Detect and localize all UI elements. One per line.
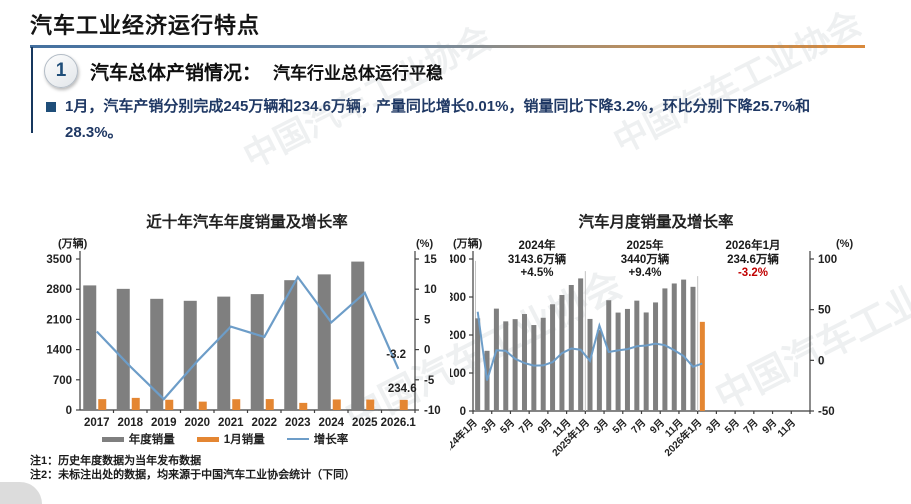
svg-text:0: 0 xyxy=(66,405,72,417)
svg-text:50: 50 xyxy=(818,305,831,317)
annotation-growth: +4.5% xyxy=(520,267,554,279)
footnote-1: 注1：历史年度数据为当年发布数据 xyxy=(30,455,202,467)
legend-item-january: 1月销量 xyxy=(196,431,265,447)
annotation-volume: 3143.6万辆 xyxy=(507,253,567,266)
svg-text:2018: 2018 xyxy=(117,417,143,429)
section-number-badge: 1 xyxy=(44,54,78,88)
svg-text:3月: 3月 xyxy=(591,417,610,436)
svg-text:2019: 2019 xyxy=(151,417,177,429)
title-divider xyxy=(30,45,865,48)
annual-series-swatch-icon xyxy=(101,436,124,442)
right-axis-unit: (%) xyxy=(416,238,433,250)
left-axis-unit: (万辆) xyxy=(58,236,88,250)
svg-text:2017: 2017 xyxy=(84,417,110,429)
annotation-volume: 234.6万辆 xyxy=(727,253,779,266)
bullet-square-icon xyxy=(46,102,56,112)
monthly-bars xyxy=(475,278,705,411)
january-end-label: 234.6 xyxy=(388,383,417,395)
svg-text:2021: 2021 xyxy=(218,417,244,429)
svg-text:7月: 7月 xyxy=(629,417,648,436)
svg-text:11月: 11月 xyxy=(775,417,798,440)
svg-text:5: 5 xyxy=(424,314,431,326)
svg-text:2024: 2024 xyxy=(318,417,344,429)
section-title: 汽车总体产销情况： xyxy=(90,62,262,84)
svg-text:3月: 3月 xyxy=(704,417,723,436)
svg-text:2025: 2025 xyxy=(352,417,378,429)
corner-decoration xyxy=(0,482,42,504)
monthly-chart-svg: 汽车月度销量及增长率 (万辆) (%) 400 300 200 100 0 100 50 0 -50 2… xyxy=(450,212,853,459)
growth-end-label: -3.2 xyxy=(386,349,406,361)
svg-text:100: 100 xyxy=(450,368,466,380)
footnote-2: 注2：未标注出处的数据，均来源于中国汽车工业协会统计（下同） xyxy=(30,469,356,481)
annual-chart-title: 近十年汽车年度销量及增长率 xyxy=(146,212,348,231)
page-title: 汽车工业经济运行特点 xyxy=(30,13,261,38)
svg-text:7月: 7月 xyxy=(741,417,760,436)
annotation-2024: 2024年 3143.6万辆 +4.5% xyxy=(489,240,585,281)
svg-text:0: 0 xyxy=(424,345,430,357)
annotation-2026: 2026年1月 234.6万辆 -3.2% xyxy=(705,240,801,281)
right-axis-unit: (%) xyxy=(836,238,853,250)
svg-text:15: 15 xyxy=(424,254,437,266)
svg-text:400: 400 xyxy=(450,254,466,266)
svg-text:2020: 2020 xyxy=(184,417,210,429)
footnotes: 注1：历史年度数据为当年发布数据 注2：未标注出处的数据，均来源于中国汽车工业协… xyxy=(30,454,355,482)
key-point-text: 1月，汽车产销分别完成245万辆和234.6万辆，产量同比增长0.01%，销量同… xyxy=(65,98,811,142)
svg-text:-10: -10 xyxy=(424,405,441,417)
corner-accent-line xyxy=(31,47,33,133)
key-point: 1月，汽车产销分别完成245万辆和234.6万辆，产量同比增长0.01%，销量同… xyxy=(46,94,864,147)
annotation-2025: 2025年 3440万辆 +9.4% xyxy=(597,240,693,281)
left-axis-unit: (万辆) xyxy=(453,236,483,250)
svg-text:200: 200 xyxy=(450,330,466,342)
svg-text:-50: -50 xyxy=(818,406,835,418)
annual-chart-legend: 年度销量 1月销量 增长率 xyxy=(60,431,390,447)
annotation-year: 2024年 xyxy=(518,240,556,252)
section-heading: 1 汽车总体产销情况： 汽车行业总体运行平稳 xyxy=(44,54,443,88)
legend-label: 1月销量 xyxy=(223,434,265,446)
svg-text:300: 300 xyxy=(450,292,466,304)
legend-item-growth: 增长率 xyxy=(286,431,349,447)
svg-text:5月: 5月 xyxy=(722,417,741,436)
svg-text:-5: -5 xyxy=(424,375,435,387)
svg-text:5月: 5月 xyxy=(610,417,629,436)
monthly-chart-title: 汽车月度销量及增长率 xyxy=(578,212,734,231)
annual-chart-svg: 近十年汽车年度销量及增长率 (万辆) (%) 3500 2800 2100 1400 700 0… xyxy=(46,212,441,429)
svg-text:2024年1月: 2024年1月 xyxy=(450,416,480,459)
svg-text:2022: 2022 xyxy=(251,417,277,429)
svg-text:2100: 2100 xyxy=(46,314,72,326)
svg-text:700: 700 xyxy=(53,375,72,387)
annotation-growth: +9.4% xyxy=(628,267,662,279)
annotation-year: 2026年1月 xyxy=(725,240,781,252)
svg-text:7月: 7月 xyxy=(516,417,535,436)
svg-text:3500: 3500 xyxy=(46,254,72,266)
svg-text:10: 10 xyxy=(424,284,437,296)
svg-text:5月: 5月 xyxy=(498,417,517,436)
growth-series-swatch-icon xyxy=(286,437,309,441)
svg-text:2023: 2023 xyxy=(285,417,311,429)
svg-text:2800: 2800 xyxy=(46,284,72,296)
svg-text:1400: 1400 xyxy=(46,345,72,357)
annotation-year: 2025年 xyxy=(626,240,664,252)
annual-and-january-bars xyxy=(83,261,408,410)
legend-label: 年度销量 xyxy=(128,434,175,446)
svg-text:0: 0 xyxy=(818,355,824,367)
growth-line xyxy=(476,311,703,381)
january-series-swatch-icon xyxy=(196,436,219,442)
legend-label: 增长率 xyxy=(313,434,349,446)
svg-text:2026.1: 2026.1 xyxy=(381,417,417,429)
svg-text:0: 0 xyxy=(460,406,466,418)
legend-item-annual: 年度销量 xyxy=(101,431,175,447)
annotation-volume: 3440万辆 xyxy=(620,253,670,266)
growth-line xyxy=(96,275,400,401)
svg-text:100: 100 xyxy=(818,254,837,266)
axes xyxy=(469,251,814,414)
annotation-growth: -3.2% xyxy=(737,267,769,279)
section-subtitle: 汽车行业总体运行平稳 xyxy=(273,63,444,83)
svg-text:3月: 3月 xyxy=(479,417,498,436)
